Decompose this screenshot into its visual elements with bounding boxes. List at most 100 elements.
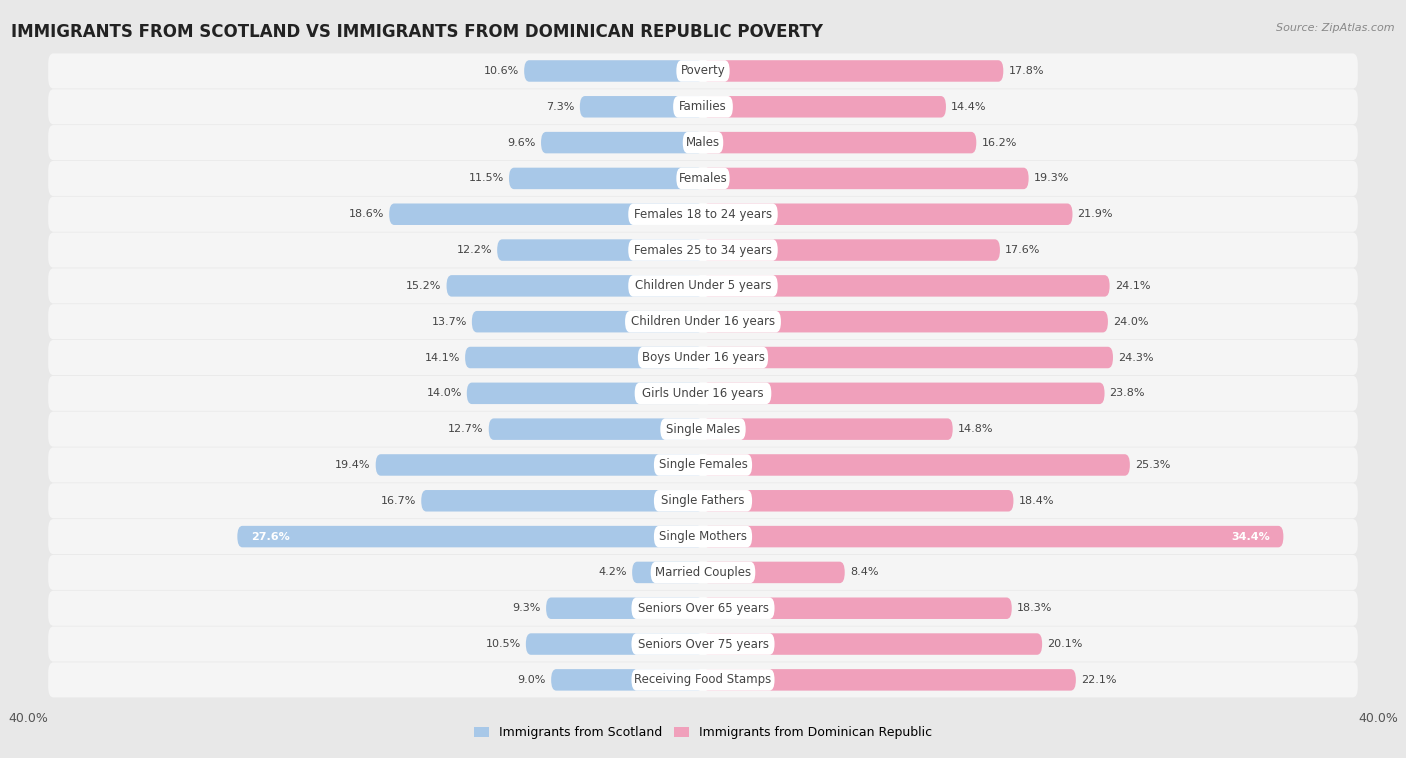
Text: Females: Females <box>679 172 727 185</box>
FancyBboxPatch shape <box>546 597 703 619</box>
Text: 9.0%: 9.0% <box>517 675 546 685</box>
Text: Seniors Over 65 years: Seniors Over 65 years <box>637 602 769 615</box>
FancyBboxPatch shape <box>631 597 775 619</box>
Text: 10.5%: 10.5% <box>485 639 520 649</box>
FancyBboxPatch shape <box>489 418 703 440</box>
FancyBboxPatch shape <box>48 555 1358 590</box>
Text: 14.8%: 14.8% <box>957 424 993 434</box>
FancyBboxPatch shape <box>48 447 1358 483</box>
FancyBboxPatch shape <box>673 96 733 117</box>
Text: 14.4%: 14.4% <box>950 102 987 111</box>
FancyBboxPatch shape <box>703 418 953 440</box>
FancyBboxPatch shape <box>579 96 703 117</box>
Text: 12.2%: 12.2% <box>457 245 492 255</box>
FancyBboxPatch shape <box>498 240 703 261</box>
Text: 10.6%: 10.6% <box>484 66 519 76</box>
FancyBboxPatch shape <box>634 383 772 404</box>
FancyBboxPatch shape <box>631 633 775 655</box>
FancyBboxPatch shape <box>628 240 778 261</box>
FancyBboxPatch shape <box>651 562 755 583</box>
Text: 8.4%: 8.4% <box>849 568 879 578</box>
FancyBboxPatch shape <box>238 526 703 547</box>
FancyBboxPatch shape <box>628 203 778 225</box>
Text: Seniors Over 75 years: Seniors Over 75 years <box>637 637 769 650</box>
Text: Single Females: Single Females <box>658 459 748 471</box>
Text: 9.6%: 9.6% <box>508 138 536 148</box>
FancyBboxPatch shape <box>48 376 1358 411</box>
FancyBboxPatch shape <box>676 168 730 190</box>
FancyBboxPatch shape <box>48 412 1358 446</box>
Text: Children Under 16 years: Children Under 16 years <box>631 315 775 328</box>
FancyBboxPatch shape <box>703 526 1284 547</box>
Text: 25.3%: 25.3% <box>1135 460 1170 470</box>
Text: Males: Males <box>686 136 720 149</box>
FancyBboxPatch shape <box>654 454 752 476</box>
FancyBboxPatch shape <box>509 168 703 190</box>
FancyBboxPatch shape <box>703 311 1108 333</box>
Text: Females 18 to 24 years: Females 18 to 24 years <box>634 208 772 221</box>
FancyBboxPatch shape <box>703 203 1073 225</box>
Legend: Immigrants from Scotland, Immigrants from Dominican Republic: Immigrants from Scotland, Immigrants fro… <box>468 722 938 744</box>
FancyBboxPatch shape <box>375 454 703 476</box>
Text: 18.4%: 18.4% <box>1018 496 1054 506</box>
Text: Families: Families <box>679 100 727 113</box>
Text: 19.3%: 19.3% <box>1033 174 1069 183</box>
FancyBboxPatch shape <box>526 633 703 655</box>
Text: Single Mothers: Single Mothers <box>659 530 747 543</box>
FancyBboxPatch shape <box>472 311 703 333</box>
FancyBboxPatch shape <box>541 132 703 153</box>
FancyBboxPatch shape <box>703 669 1076 691</box>
FancyBboxPatch shape <box>633 562 703 583</box>
FancyBboxPatch shape <box>48 161 1358 196</box>
FancyBboxPatch shape <box>631 669 775 691</box>
FancyBboxPatch shape <box>389 203 703 225</box>
FancyBboxPatch shape <box>654 526 752 547</box>
FancyBboxPatch shape <box>638 346 768 368</box>
FancyBboxPatch shape <box>48 304 1358 340</box>
FancyBboxPatch shape <box>48 233 1358 268</box>
FancyBboxPatch shape <box>703 454 1130 476</box>
Text: 21.9%: 21.9% <box>1077 209 1114 219</box>
Text: IMMIGRANTS FROM SCOTLAND VS IMMIGRANTS FROM DOMINICAN REPUBLIC POVERTY: IMMIGRANTS FROM SCOTLAND VS IMMIGRANTS F… <box>11 23 824 41</box>
FancyBboxPatch shape <box>654 490 752 512</box>
Text: Single Males: Single Males <box>666 423 740 436</box>
Text: 34.4%: 34.4% <box>1232 531 1270 542</box>
FancyBboxPatch shape <box>703 275 1109 296</box>
FancyBboxPatch shape <box>48 268 1358 303</box>
FancyBboxPatch shape <box>628 275 778 296</box>
Text: 24.0%: 24.0% <box>1114 317 1149 327</box>
Text: 12.7%: 12.7% <box>449 424 484 434</box>
FancyBboxPatch shape <box>48 340 1358 375</box>
Text: 27.6%: 27.6% <box>250 531 290 542</box>
Text: 24.3%: 24.3% <box>1118 352 1153 362</box>
FancyBboxPatch shape <box>703 562 845 583</box>
FancyBboxPatch shape <box>465 346 703 368</box>
FancyBboxPatch shape <box>447 275 703 296</box>
FancyBboxPatch shape <box>551 669 703 691</box>
Text: 17.6%: 17.6% <box>1005 245 1040 255</box>
Text: 11.5%: 11.5% <box>468 174 503 183</box>
Text: 20.1%: 20.1% <box>1047 639 1083 649</box>
FancyBboxPatch shape <box>48 519 1358 554</box>
Text: 23.8%: 23.8% <box>1109 388 1144 398</box>
FancyBboxPatch shape <box>48 196 1358 232</box>
FancyBboxPatch shape <box>703 383 1105 404</box>
Text: 18.3%: 18.3% <box>1017 603 1052 613</box>
FancyBboxPatch shape <box>703 346 1114 368</box>
FancyBboxPatch shape <box>48 627 1358 662</box>
Text: Single Fathers: Single Fathers <box>661 494 745 507</box>
Text: 4.2%: 4.2% <box>599 568 627 578</box>
FancyBboxPatch shape <box>626 311 780 333</box>
Text: Poverty: Poverty <box>681 64 725 77</box>
FancyBboxPatch shape <box>48 662 1358 697</box>
Text: 16.2%: 16.2% <box>981 138 1017 148</box>
Text: Boys Under 16 years: Boys Under 16 years <box>641 351 765 364</box>
Text: Source: ZipAtlas.com: Source: ZipAtlas.com <box>1277 23 1395 33</box>
FancyBboxPatch shape <box>703 132 976 153</box>
FancyBboxPatch shape <box>467 383 703 404</box>
Text: 18.6%: 18.6% <box>349 209 384 219</box>
FancyBboxPatch shape <box>422 490 703 512</box>
Text: 14.0%: 14.0% <box>426 388 461 398</box>
FancyBboxPatch shape <box>524 60 703 82</box>
FancyBboxPatch shape <box>703 168 1029 190</box>
